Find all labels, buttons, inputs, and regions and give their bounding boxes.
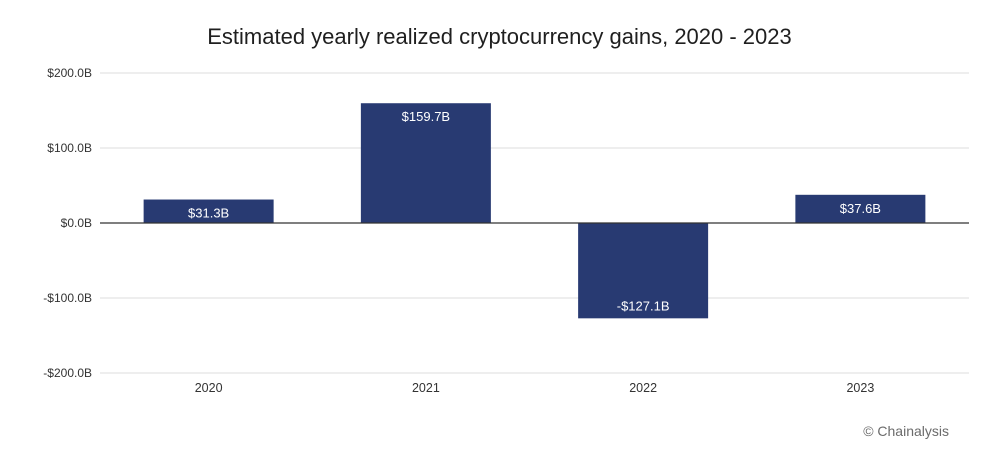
- y-tick-label: $200.0B: [47, 66, 92, 80]
- x-tick-label: 2020: [195, 381, 223, 395]
- chart-title: Estimated yearly realized cryptocurrency…: [207, 24, 792, 49]
- bar-data-label: $31.3B: [188, 206, 229, 221]
- y-tick-label: -$200.0B: [43, 366, 92, 380]
- y-tick-label: $0.0B: [61, 216, 92, 230]
- x-tick-label: 2021: [412, 381, 440, 395]
- bar-data-label: $37.6B: [840, 201, 881, 216]
- bar: [143, 199, 274, 223]
- x-tick-label: 2022: [629, 381, 657, 395]
- bar: [578, 223, 709, 319]
- bar-data-label: -$127.1B: [617, 298, 670, 313]
- bar: [795, 194, 926, 223]
- source-credit: © Chainalysis: [863, 423, 949, 439]
- x-tick-label: 2023: [846, 381, 874, 395]
- y-tick-label: -$100.0B: [43, 291, 92, 305]
- bar-data-label: $159.7B: [402, 109, 450, 124]
- bar: [360, 103, 491, 223]
- y-tick-label: $100.0B: [47, 141, 92, 155]
